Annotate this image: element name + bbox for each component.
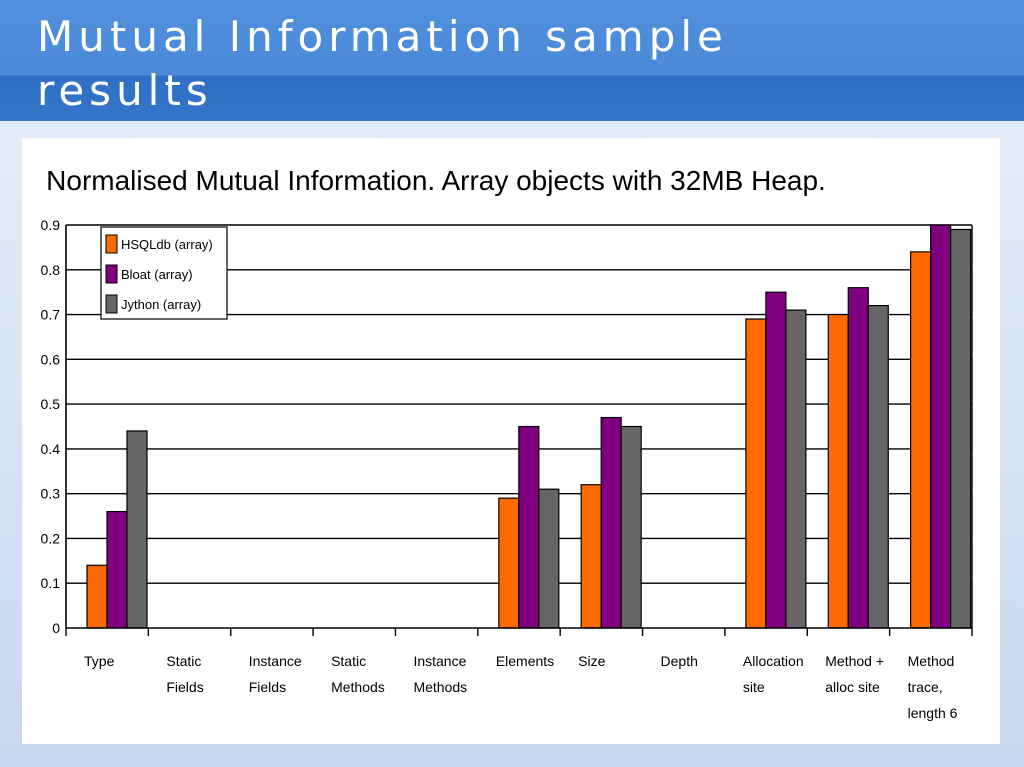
legend-swatch — [105, 294, 118, 314]
bar-hsqldb — [86, 564, 108, 629]
bar-jython — [785, 309, 807, 629]
y-tick-label: 0.4 — [41, 441, 61, 457]
legend-entry: Bloat (array) — [121, 267, 193, 282]
bar-jython — [620, 425, 642, 629]
x-category-labels: Type Static Fields Instance Fields Static Meth… — [84, 653, 958, 721]
x-category-label: Elements — [496, 653, 554, 669]
axes — [65, 225, 973, 636]
bar-jython — [538, 488, 560, 629]
bar-bloat — [930, 224, 952, 629]
x-category-label: Static — [166, 653, 201, 669]
y-tick-labels: 0 0.1 0.2 0.3 0.4 0.5 0.6 0.7 0.8 0.9 — [41, 217, 61, 636]
bar-hsqldb — [827, 313, 849, 629]
slide-title-bar: Mutual Information sample results — [0, 0, 1024, 121]
legend-box — [100, 226, 228, 320]
bar-jython — [126, 430, 148, 629]
x-category-label: Methods — [331, 679, 385, 695]
y-tick-label: 0.5 — [41, 396, 61, 412]
x-category-label: Method — [908, 653, 955, 669]
bar-hsqldb — [910, 251, 932, 629]
y-tick-label: 0.6 — [41, 351, 61, 367]
chart-title: Normalised Mutual Information. Array obj… — [46, 165, 826, 196]
y-tick-label: 0.3 — [41, 486, 61, 502]
x-category-label: Instance — [413, 653, 466, 669]
bar-hsqldb — [498, 497, 520, 629]
legend: HSQLdb (array) Bloat (array) Jython (array… — [100, 226, 228, 320]
y-tick-label: 0.1 — [41, 575, 61, 591]
legend-entry: HSQLdb (array) — [121, 237, 213, 252]
x-category-label: Fields — [249, 679, 286, 695]
y-tick-label: 0 — [52, 620, 60, 636]
bar-bloat — [847, 287, 869, 629]
bars — [86, 224, 972, 629]
legend-swatch — [105, 264, 118, 284]
x-category-label: trace, — [908, 679, 943, 695]
slide-title: Mutual Information sample results — [37, 12, 747, 115]
x-category-label: alloc site — [825, 679, 880, 695]
x-category-label: Static — [331, 653, 366, 669]
x-category-label: Depth — [661, 653, 698, 669]
bar-hsqldb — [745, 318, 767, 629]
y-tick-label: 0.7 — [41, 307, 61, 323]
bar-bloat — [518, 425, 540, 629]
x-category-label: Fields — [166, 679, 203, 695]
bar-bloat — [765, 291, 787, 629]
bar-jython — [950, 228, 972, 629]
legend-entry: Jython (array) — [121, 297, 201, 312]
y-tick-label: 0.2 — [41, 530, 61, 546]
x-category-label: Size — [578, 653, 605, 669]
bar-chart: Normalised Mutual Information. Array obj… — [41, 165, 973, 721]
x-category-label: Method + — [825, 653, 884, 669]
x-category-label: Allocation — [743, 653, 804, 669]
x-category-label: Type — [84, 653, 115, 669]
x-category-label: Instance — [249, 653, 302, 669]
x-category-label: length 6 — [908, 705, 958, 721]
bar-jython — [867, 305, 889, 629]
bar-hsqldb — [580, 484, 602, 629]
bar-bloat — [600, 416, 622, 629]
bar-bloat — [106, 510, 128, 629]
y-tick-label: 0.8 — [41, 262, 61, 278]
x-category-label: Methods — [413, 679, 467, 695]
legend-swatch — [105, 234, 118, 254]
y-tick-label: 0.9 — [41, 217, 61, 233]
chart-figure: Normalised Mutual Information. Array obj… — [22, 138, 1000, 744]
x-category-label: site — [743, 679, 765, 695]
